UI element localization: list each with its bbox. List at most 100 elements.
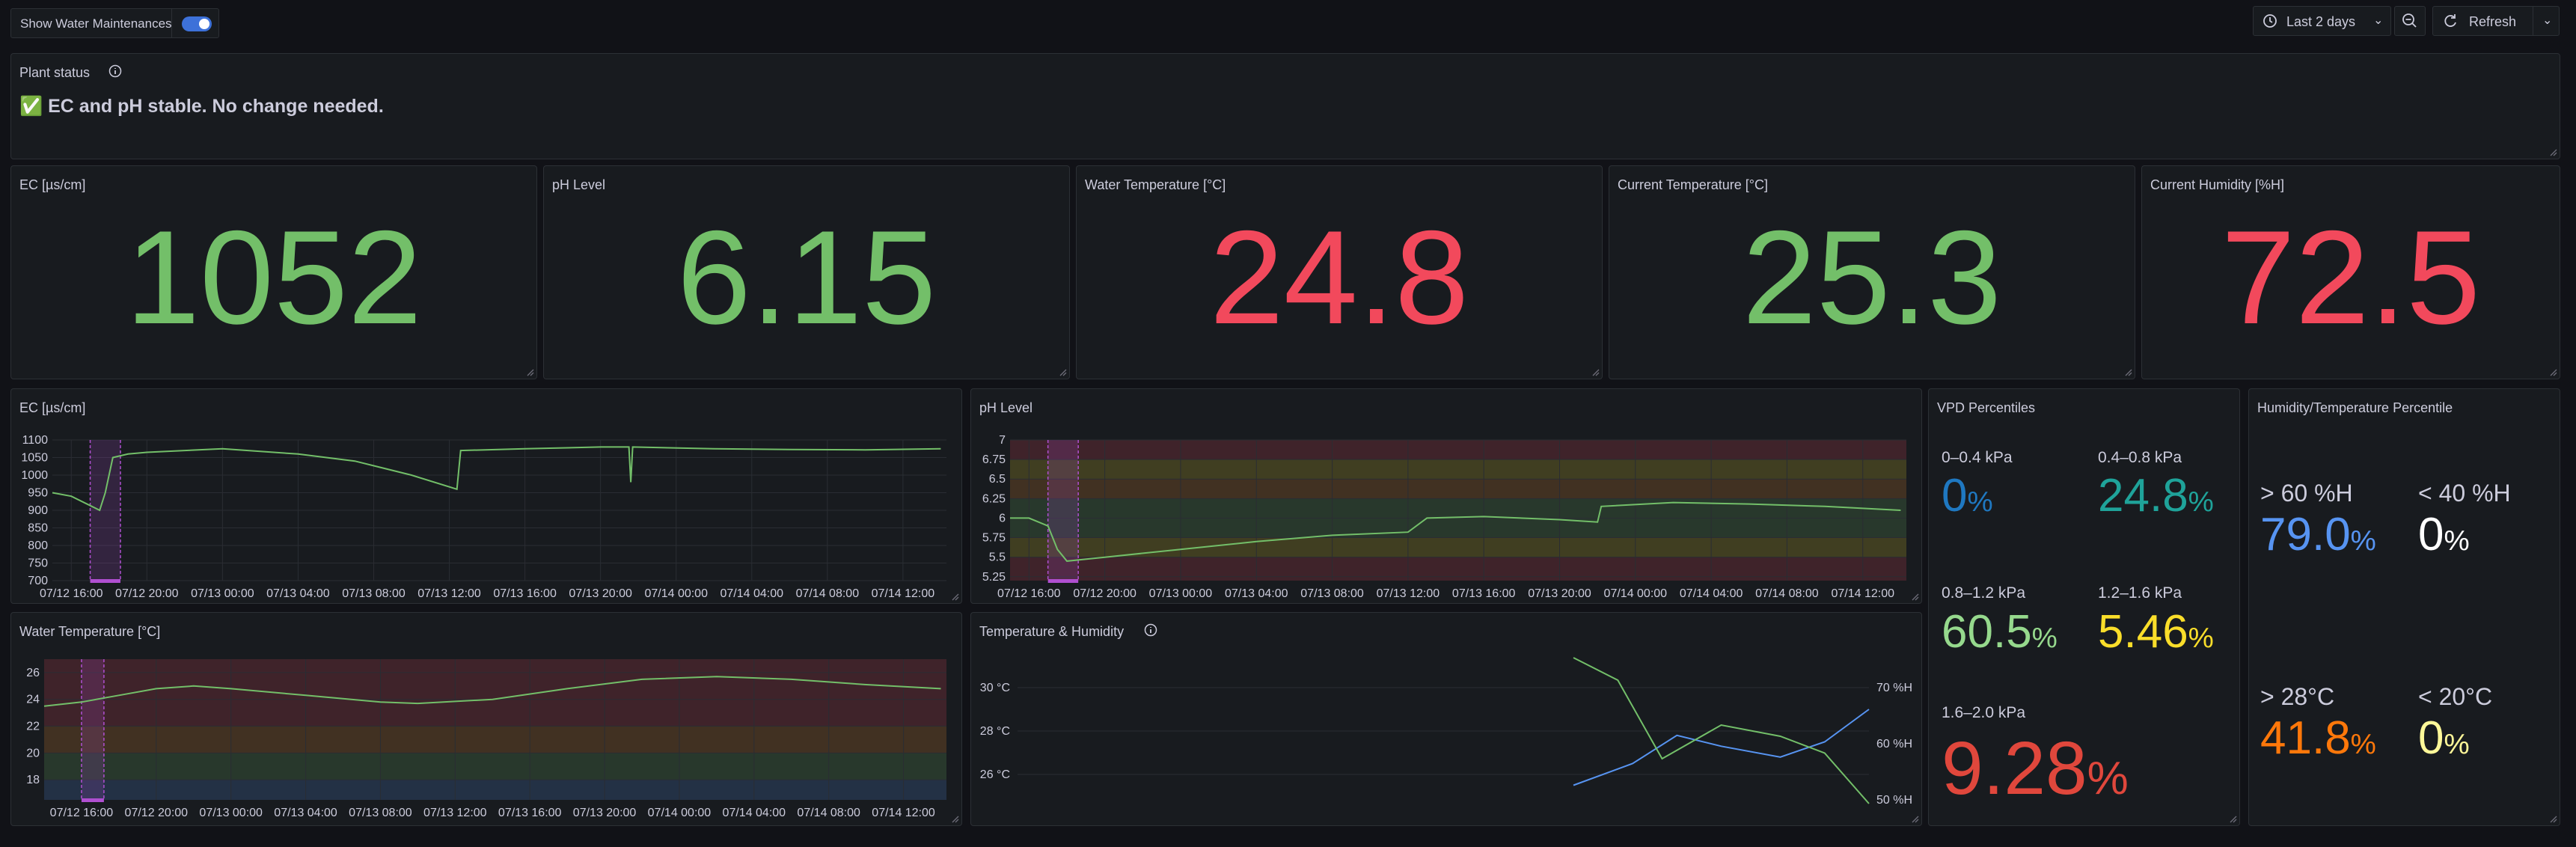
zoom-out-button[interactable] [2394, 6, 2426, 36]
x-tick-label: 07/14 04:00 [721, 587, 784, 600]
stat-value: 1052 [126, 203, 422, 352]
water-maintenance-toggle[interactable]: Show Water Maintenances [10, 8, 219, 38]
resize-handle-icon[interactable] [1910, 814, 1919, 823]
x-tick-label: 07/13 08:00 [342, 587, 406, 600]
resize-handle-icon[interactable] [950, 814, 959, 823]
resize-handle-icon[interactable] [2548, 367, 2557, 376]
chevron-down-icon: ⌄ [2373, 14, 2384, 27]
x-tick-label: 07/14 04:00 [1680, 587, 1743, 600]
x-tick-label: 07/14 12:00 [872, 807, 935, 819]
x-tick-label: 07/12 16:00 [40, 587, 103, 600]
maintenance-annotation [81, 659, 104, 800]
vpd-percentiles-panel: VPD Percentiles 0–0.4 kPa 0% 0.4–0.8 kPa… [1928, 388, 2240, 826]
x-tick-label: 07/13 20:00 [569, 587, 632, 600]
time-range-picker[interactable]: Last 2 days ⌄ [2253, 6, 2391, 36]
threshold-band [44, 726, 946, 753]
x-tick-label: 07/13 16:00 [498, 807, 562, 819]
x-tick-label: 07/14 00:00 [644, 587, 708, 600]
stat-value: 6.15 [676, 203, 937, 352]
x-tick-label: 07/13 08:00 [1300, 587, 1364, 600]
x-tick-label: 07/13 04:00 [266, 587, 330, 600]
y-tick-label: 750 [28, 557, 48, 570]
resize-handle-icon[interactable] [1591, 367, 1600, 376]
percentile-label: > 28°C [2260, 683, 2335, 710]
y-tick-label: 1050 [21, 452, 48, 465]
x-tick-label: 07/12 16:00 [50, 807, 114, 819]
x-tick-label: 07/14 08:00 [796, 587, 860, 600]
panel-title: Humidity/Temperature Percentile [2257, 400, 2453, 415]
toggle-switch[interactable] [182, 16, 212, 31]
threshold-band [44, 753, 946, 780]
resize-handle-icon[interactable] [950, 592, 959, 601]
plant-status-panel: Plant status ✅ EC and pH stable. No chan… [10, 53, 2560, 159]
info-icon[interactable] [108, 64, 122, 78]
resize-handle-icon[interactable] [2123, 367, 2132, 376]
y-tick-label: 7 [999, 434, 1006, 447]
ph-chart[interactable]: 7 6.75 6.5 6.25 6 5.75 5.5 5.25 07/12 16:00 07/12… [971, 389, 1923, 605]
vpd-label: 0–0.4 kPa [1942, 449, 2013, 466]
info-icon[interactable] [1144, 623, 1157, 637]
chart-panel-ph: pH Level 7 6.75 6.5 6.25 6 5.75 5.5 5.25 07/12 1… [970, 388, 1922, 604]
resize-handle-icon[interactable] [2548, 814, 2557, 823]
vpd-value: 24.8% [2098, 470, 2214, 522]
threshold-band [44, 780, 946, 800]
stat-panel-water-temperature: Water Temperature [°C] 24.8 [1076, 165, 1603, 379]
x-tick-label: 07/14 00:00 [1604, 587, 1668, 600]
x-tick-label: 07/14 08:00 [797, 807, 860, 819]
temperature-humidity-chart[interactable]: 30 °C 28 °C 26 °C 70 %H 60 %H 50 %H [971, 613, 1923, 827]
refresh-label: Refresh [2469, 14, 2517, 29]
panel-title: pH Level [979, 400, 1033, 415]
percentile-label: < 20°C [2418, 683, 2493, 710]
percentile-value: 0% [2418, 509, 2470, 560]
panel-title: Current Temperature [°C] [1618, 177, 1768, 192]
y-tick-label-left: 30 °C [980, 682, 1010, 694]
refresh-button[interactable]: Refresh ⌄ [2432, 6, 2560, 36]
y-tick-label-right: 70 %H [1876, 682, 1912, 694]
percentile-value: 79.0% [2260, 509, 2376, 560]
vpd-label: 0.4–0.8 kPa [2098, 449, 2182, 466]
threshold-band [1010, 557, 1906, 581]
panel-title: VPD Percentiles [1937, 400, 2036, 415]
vpd-label: 1.6–2.0 kPa [1942, 704, 2026, 721]
toggle-knob [199, 19, 209, 29]
y-tick-label: 850 [28, 522, 48, 535]
panel-title: EC [µs/cm] [19, 400, 86, 415]
resize-handle-icon[interactable] [1910, 592, 1919, 601]
resize-handle-icon[interactable] [2228, 814, 2237, 823]
threshold-band [44, 659, 946, 673]
vpd-value: 60.5% [1942, 606, 2058, 658]
stat-value: 72.5 [2221, 203, 2481, 352]
water-temperature-chart[interactable]: 26 24 22 20 18 07/12 16:00 07/12 20:00 07/13 00… [11, 613, 963, 827]
vpd-value: 9.28% [1942, 727, 2129, 810]
vpd-value: 0% [1942, 470, 1993, 522]
toggle-label: Show Water Maintenances [20, 16, 172, 31]
y-tick-label: 5.25 [982, 571, 1006, 584]
y-tick-label: 6 [999, 512, 1006, 525]
stat-panel-current-humidity: Current Humidity [%H] 72.5 [2141, 165, 2560, 379]
panel-title: Temperature & Humidity [979, 624, 1125, 639]
stat-panel-current-temperature: Current Temperature [°C] 25.3 [1609, 165, 2135, 379]
humidity-series-line [1573, 657, 1870, 804]
vpd-label: 0.8–1.2 kPa [1942, 584, 2026, 602]
panel-title: pH Level [552, 177, 606, 192]
stat-value: 24.8 [1209, 203, 1469, 352]
maintenance-annotation-marker [90, 579, 120, 583]
resize-handle-icon[interactable] [2548, 147, 2557, 156]
stat-value: 25.3 [1742, 203, 2002, 352]
time-range-label: Last 2 days [2286, 14, 2356, 29]
x-tick-label: 07/14 00:00 [648, 807, 712, 819]
y-tick-label: 6.5 [989, 473, 1006, 486]
threshold-band [1010, 537, 1906, 557]
threshold-band [1010, 440, 1906, 460]
resize-handle-icon[interactable] [1058, 367, 1067, 376]
y-tick-label-right: 60 %H [1876, 738, 1912, 750]
maintenance-annotation-marker [81, 798, 104, 802]
resize-handle-icon[interactable] [525, 367, 534, 376]
y-tick-label-left: 26 °C [980, 768, 1010, 781]
series-line [1010, 501, 1901, 562]
percentile-value: 0% [2418, 712, 2470, 764]
threshold-band [1010, 459, 1906, 480]
zoom-out-icon [2402, 13, 2417, 28]
x-tick-label: 07/12 20:00 [1073, 587, 1136, 600]
